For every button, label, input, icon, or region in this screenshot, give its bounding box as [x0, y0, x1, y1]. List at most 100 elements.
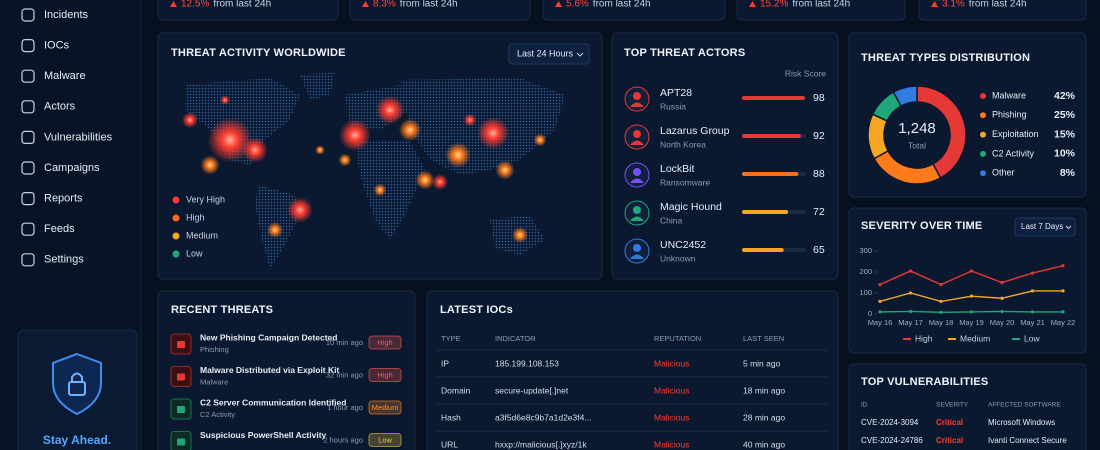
hotspot: [415, 170, 435, 190]
threat-title: Malware Distributed via Exploit Kit: [200, 365, 340, 375]
table-cell: a3f5d6e8c9b7a1d2e3f4...: [495, 412, 591, 422]
legend-dot: [980, 93, 986, 99]
nav-item[interactable]: Campaigns: [44, 162, 100, 174]
panel-title: LATEST IOCs: [440, 304, 513, 316]
point: [939, 299, 943, 303]
continent: [300, 72, 335, 100]
column-header: SEVERITY: [936, 402, 969, 409]
nav-icon: [21, 222, 35, 236]
actors-panel: [611, 32, 839, 280]
map-range[interactable]: Last 24 Hours: [517, 48, 574, 58]
hotspot: [373, 183, 387, 197]
legend-label: Low: [186, 248, 203, 258]
legend-dot: [980, 112, 986, 119]
hotspot: [267, 222, 283, 238]
kpi-note: from last 24h: [400, 0, 458, 10]
table-cell: CVE-2024-3094: [861, 418, 919, 427]
y-tick-label: 0: [868, 309, 872, 318]
legend-label: Medium: [960, 333, 990, 343]
types-chart: THREAT TYPES DISTRIBUTION Malware 42% Phish…: [861, 52, 1076, 185]
chevron: [576, 52, 584, 57]
threat-icon-glyph: [177, 438, 185, 446]
value-label: 42%: [1054, 90, 1076, 102]
point: [1000, 280, 1004, 285]
actor-group: Ransomware: [660, 177, 710, 187]
continent: [355, 140, 425, 240]
map-title: THREAT ACTIVITY WORLDWIDE: [171, 47, 346, 59]
hotspots: [182, 95, 547, 243]
value-label: 72: [813, 206, 825, 218]
ioc-table: LATEST IOCs TYPE INDICATOR REPUTATION LAST S…: [436, 304, 828, 449]
map-range-dropdown[interactable]: [508, 43, 590, 65]
range-label[interactable]: Last 7 Days: [1021, 222, 1063, 231]
chart-title: THREAT TYPES DISTRIBUTION: [861, 52, 1030, 64]
point: [1030, 289, 1035, 293]
value-label: 10%: [1054, 148, 1076, 160]
value-label: 88: [813, 168, 825, 180]
ioc-panel: [426, 290, 839, 450]
point: [939, 283, 943, 287]
legend-dot: [980, 150, 986, 157]
actor-group: North Korea: [660, 139, 706, 149]
hotspot: [287, 197, 313, 223]
x-tick-label: May 16: [868, 318, 893, 327]
kpi-note: from last 24h: [213, 0, 271, 10]
severity-badge: [368, 400, 402, 415]
kpi-card: [157, 0, 339, 21]
bar: [742, 210, 789, 214]
nav-item[interactable]: Reports: [44, 193, 83, 205]
value-label: 15%: [1054, 128, 1076, 140]
table-cell: Ivanti Connect Secure: [988, 436, 1067, 445]
point: [1061, 264, 1065, 268]
threat-time: 1 hour ago: [327, 403, 363, 412]
chevron: [1065, 225, 1072, 230]
nav-icon: [21, 69, 35, 83]
nav-item[interactable]: Malware: [44, 70, 86, 82]
hotspot: [375, 95, 405, 125]
map-legend: Very High High Medium Low: [172, 194, 225, 258]
nav-item[interactable]: Feeds: [44, 223, 75, 235]
legend-dot: [172, 196, 180, 204]
table-cell: Malicious: [654, 439, 689, 449]
nav-item[interactable]: Incidents: [44, 9, 89, 21]
point: [969, 294, 974, 298]
point: [1061, 289, 1065, 293]
recent-panel: [157, 290, 416, 450]
table-cell: Critical: [936, 418, 963, 427]
nav-item[interactable]: Actors: [44, 101, 76, 113]
nav-item[interactable]: Settings: [44, 254, 84, 266]
point: [969, 310, 974, 314]
hotspot: [463, 113, 477, 127]
kpi-card: [736, 0, 906, 21]
value-label: 92: [813, 130, 825, 142]
table-cell: CVE-2024-24786: [861, 436, 923, 445]
actor-avatar-head: [633, 206, 641, 214]
vuln-panel: [848, 363, 1087, 450]
severity-badge: [368, 433, 402, 447]
hotspot: [242, 137, 268, 163]
legend-label: High: [915, 333, 933, 343]
nav-item[interactable]: IOCs: [44, 40, 70, 52]
nav-item[interactable]: Vulnerabilities: [44, 131, 113, 143]
x-tick-label: May 22: [1051, 318, 1076, 327]
legend-label: C2 Activity: [992, 148, 1035, 158]
legend-label: Exploitation: [992, 129, 1039, 139]
severity-label: Medium: [372, 403, 399, 412]
point: [908, 269, 913, 273]
severity-chart: SEVERITY OVER TIME Last 7 Days 0 100 200 300 M…: [859, 220, 1075, 343]
hotspot: [432, 174, 448, 190]
threat-time: 10 min ago: [326, 338, 363, 347]
threat-icon-glyph: [177, 373, 185, 381]
kpi-change: 12.5%: [181, 0, 209, 10]
table-cell: 5 min ago: [743, 358, 781, 368]
nav-icon: [21, 8, 35, 22]
point: [1061, 310, 1065, 314]
up-arrow: [170, 1, 177, 7]
severity-range-dropdown[interactable]: [1014, 217, 1076, 237]
hotspot: [495, 160, 515, 180]
table-cell: secure-update[.]net: [495, 385, 569, 395]
nav-icon: [21, 130, 35, 144]
bar: [742, 96, 805, 100]
